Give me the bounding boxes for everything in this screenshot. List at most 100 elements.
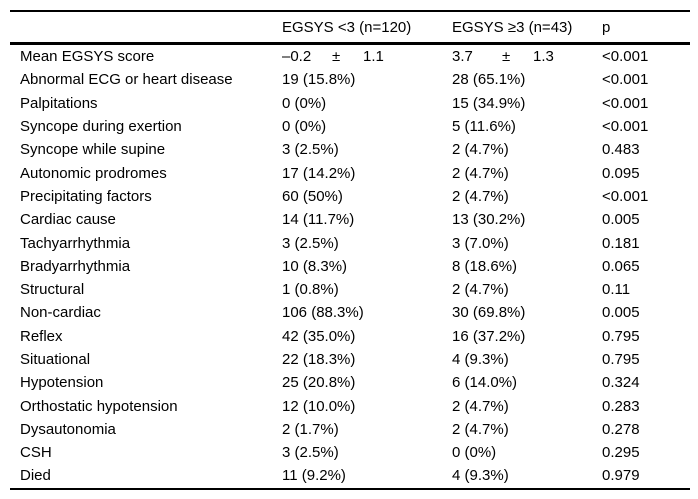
mean-value: –0.2 — [282, 48, 312, 66]
cell-p-value: 0.324 — [602, 374, 640, 392]
cell-p-value: 0.005 — [602, 304, 640, 322]
cell-egsys-lt3: 10 (8.3%) — [282, 257, 348, 275]
cell-label: Syncope during exertion — [20, 118, 182, 136]
table-row: Syncope while supine 3 (2.5%) 2 (4.7%) 0.48… — [10, 138, 690, 161]
column-header-egsys-lt3: EGSYS <3 (n=120) — [282, 11, 452, 45]
cell-egsys-lt3: 25 (20.8%) — [282, 374, 356, 392]
table-header: EGSYS <3 (n=120) EGSYS ≥3 (n=43) p — [10, 11, 690, 45]
cell-p-value: 0.278 — [602, 420, 640, 438]
cell-egsys-lt3: 22 (18.3%) — [282, 351, 356, 368]
table-row: Reflex 42 (35.0%) 16 (37.2%) 0.795 — [10, 325, 690, 348]
cell-egsys-lt3: 2 (1.7%) — [282, 420, 339, 438]
egsys-comparison-table: EGSYS <3 (n=120) EGSYS ≥3 (n=43) p Mean … — [10, 10, 690, 490]
cell-p-value: <0.001 — [602, 187, 649, 205]
table-row: Precipitating factors 60 (50%) 2 (4.7%) <0.… — [10, 185, 690, 208]
cell-label: Non-cardiac — [20, 304, 101, 322]
cell-p-value: <0.001 — [602, 118, 649, 136]
table-row: Autonomic prodromes 17 (14.2%) 2 (4.7%) 0.0… — [10, 161, 690, 184]
cell-p-value: <0.001 — [602, 71, 649, 89]
cell-label: Autonomic prodromes — [20, 164, 167, 182]
cell-egsys-ge3: 2 (4.7%) — [452, 420, 509, 438]
standard-deviation-value: 1.1 — [363, 48, 384, 66]
table-body: Mean EGSYS score –0.2 ±1.1 3.7 ±1.3 <0.001 Abn… — [10, 44, 690, 489]
cell-label: Precipitating factors — [20, 187, 152, 205]
cell-p-value: 0.095 — [602, 164, 640, 182]
table-row: Bradyarrhythmia 10 (8.3%) 8 (18.6%) 0.065 — [10, 255, 690, 278]
cell-egsys-ge3: 2 (4.7%) — [452, 164, 509, 182]
table-row: Structural 1 (0.8%) 2 (4.7%) 0.11 — [10, 278, 690, 301]
cell-p-value: 0.979 — [602, 467, 640, 485]
table-row: Non-cardiac 106 (88.3%) 30 (69.8%) 0.005 — [10, 301, 690, 324]
cell-label: Hypotension — [20, 374, 104, 392]
cell-label: Palpitations — [20, 94, 98, 112]
cell-p-value: 0.181 — [602, 234, 640, 252]
cell-egsys-ge3: 15 (34.9%) — [452, 94, 526, 112]
cell-egsys-lt3: 60 (50%) — [282, 187, 343, 205]
cell-label: Structural — [20, 281, 85, 299]
cell-label: Died — [20, 467, 51, 485]
cell-egsys-lt3: 3 (2.5%) — [282, 444, 339, 462]
header-row: EGSYS <3 (n=120) EGSYS ≥3 (n=43) p — [10, 11, 690, 45]
cell-p-value: 0.795 — [602, 351, 640, 368]
cell-p-value: 0.11 — [602, 281, 631, 299]
cell-egsys-ge3: 30 (69.8%) — [452, 304, 526, 322]
cell-egsys-ge3: 2 (4.7%) — [452, 141, 509, 159]
standard-deviation-value: 1.3 — [533, 48, 554, 66]
table-row: Palpitations 0 (0%) 15 (34.9%) <0.001 — [10, 92, 690, 115]
column-header-label — [10, 11, 282, 45]
cell-egsys-ge3: 2 (4.7%) — [452, 397, 509, 415]
cell-label: Situational — [20, 351, 91, 368]
table-row: CSH 3 (2.5%) 0 (0%) 0.295 — [10, 441, 690, 464]
cell-egsys-ge3: 16 (37.2%) — [452, 327, 526, 345]
table-row: Died 11 (9.2%) 4 (9.3%) 0.979 — [10, 464, 690, 488]
cell-label: CSH — [20, 444, 52, 462]
cell-egsys-lt3: 106 (88.3%) — [282, 304, 364, 322]
cell-egsys-lt3: 3 (2.5%) — [282, 141, 339, 159]
table-row: Cardiac cause 14 (11.7%) 13 (30.2%) 0.005 — [10, 208, 690, 231]
cell-egsys-ge3: 28 (65.1%) — [452, 71, 526, 89]
cell-egsys-ge3: 3 (7.0%) — [452, 234, 509, 252]
cell-label: Orthostatic hypotension — [20, 397, 178, 415]
column-header-egsys-ge3: EGSYS ≥3 (n=43) — [452, 11, 602, 45]
egsys-comparison-table-container: EGSYS <3 (n=120) EGSYS ≥3 (n=43) p Mean … — [10, 10, 690, 490]
cell-p-value: <0.001 — [602, 48, 649, 66]
table-row: Abnormal ECG or heart disease 19 (15.8%) 2… — [10, 68, 690, 91]
cell-label: Abnormal ECG or heart disease — [20, 71, 233, 89]
cell-egsys-lt3: 14 (11.7%) — [282, 211, 355, 229]
cell-egsys-ge3: 13 (30.2%) — [452, 211, 526, 229]
cell-egsys-ge3: 2 (4.7%) — [452, 281, 509, 299]
table-row: Orthostatic hypotension 12 (10.0%) 2 (4.7%… — [10, 394, 690, 417]
cell-egsys-lt3: 3 (2.5%) — [282, 234, 339, 252]
cell-egsys-lt3: 1 (0.8%) — [282, 281, 339, 299]
table-row: Situational 22 (18.3%) 4 (9.3%) 0.795 — [10, 348, 690, 371]
cell-label: Tachyarrhythmia — [20, 234, 131, 252]
cell-egsys-ge3: 4 (9.3%) — [452, 467, 509, 485]
cell-p-value: 0.795 — [602, 327, 640, 345]
cell-egsys-lt3: 11 (9.2%) — [282, 467, 346, 485]
cell-label: Mean EGSYS score — [20, 48, 155, 66]
cell-p-value: 0.283 — [602, 397, 640, 415]
cell-p-value: 0.005 — [602, 211, 640, 229]
cell-egsys-ge3: 8 (18.6%) — [452, 257, 518, 275]
cell-p-value: 0.483 — [602, 141, 640, 159]
cell-p-value: 0.065 — [602, 257, 640, 275]
cell-egsys-lt3: 17 (14.2%) — [282, 164, 356, 182]
table-row: Hypotension 25 (20.8%) 6 (14.0%) 0.324 — [10, 371, 690, 394]
cell-label: Cardiac cause — [20, 211, 116, 229]
cell-egsys-ge3: 3.7 ±1.3 — [452, 44, 602, 69]
cell-label: Reflex — [20, 327, 63, 345]
cell-egsys-lt3: 19 (15.8%) — [282, 71, 356, 89]
cell-egsys-lt3: 12 (10.0%) — [282, 397, 356, 415]
cell-egsys-lt3: 42 (35.0%) — [282, 327, 356, 345]
cell-egsys-ge3: 6 (14.0%) — [452, 374, 518, 392]
column-header-p-value: p — [602, 11, 690, 45]
cell-p-value: <0.001 — [602, 94, 649, 112]
table-row: Mean EGSYS score –0.2 ±1.1 3.7 ±1.3 <0.001 — [10, 44, 690, 69]
mean-value: 3.7 — [452, 48, 473, 66]
cell-egsys-ge3: 5 (11.6%) — [452, 118, 516, 136]
cell-egsys-ge3: 2 (4.7%) — [452, 187, 509, 205]
table-row: Syncope during exertion 0 (0%) 5 (11.6%) <0… — [10, 115, 690, 138]
cell-egsys-lt3: –0.2 ±1.1 — [282, 44, 452, 69]
cell-egsys-ge3: 4 (9.3%) — [452, 351, 509, 368]
cell-label: Syncope while supine — [20, 141, 166, 159]
